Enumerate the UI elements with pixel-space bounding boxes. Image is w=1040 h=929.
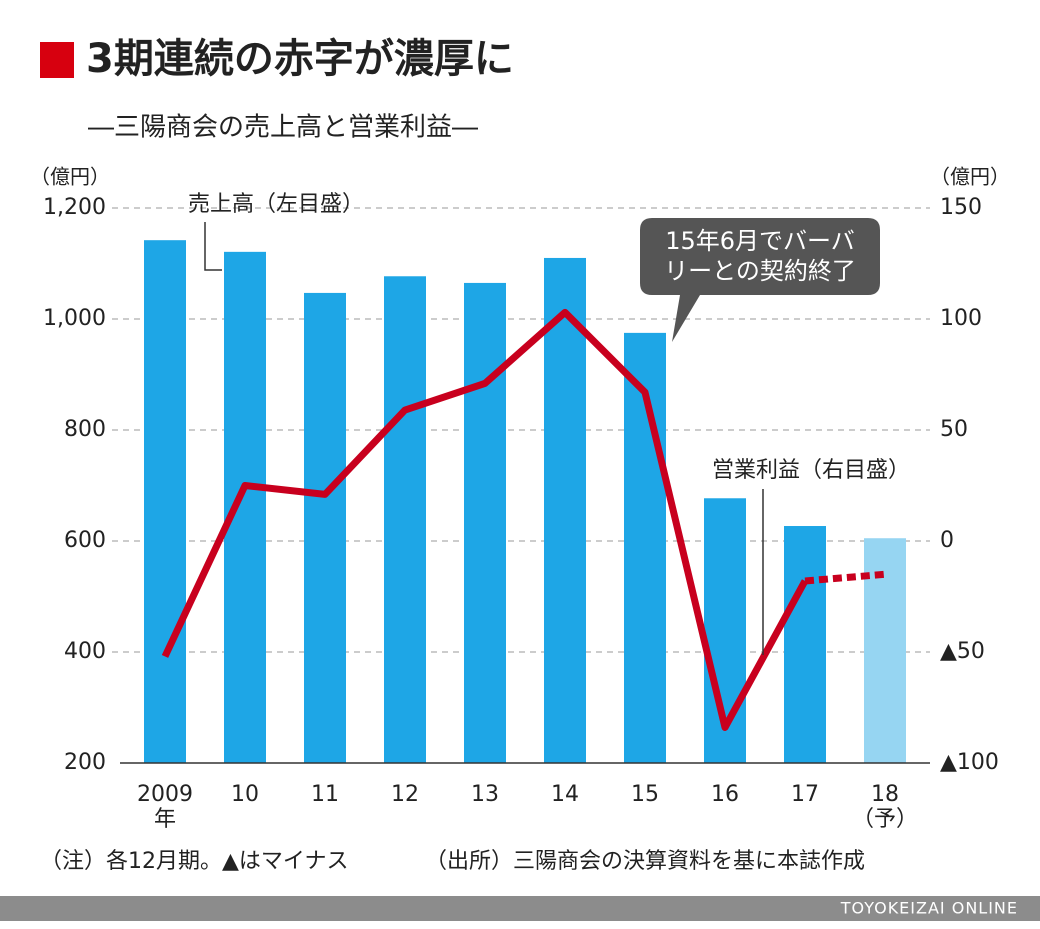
series-label: 営業利益（右目盛） — [712, 458, 910, 483]
y2-tick-label: 100 — [940, 306, 982, 331]
y-tick-label: 600 — [64, 528, 106, 553]
y-tick-label: 800 — [64, 417, 106, 442]
bar — [464, 282, 506, 763]
y2-tick-label: ▲50 — [940, 639, 985, 664]
y2-tick-label: 0 — [940, 528, 954, 553]
note: （注）各12月期。▲はマイナス — [40, 849, 348, 874]
chart-title: 3期連続の赤字が濃厚に — [86, 36, 514, 82]
y2-unit: （億円） — [930, 165, 1010, 189]
footer-bar — [0, 896, 1040, 921]
y2-tick-label: 50 — [940, 417, 968, 442]
bar — [784, 526, 826, 763]
chart-subtitle: ―三陽商会の売上高と営業利益― — [88, 113, 478, 143]
bar — [144, 240, 186, 763]
title-marker — [40, 42, 74, 78]
callout-box — [640, 218, 880, 342]
y2-tick-label: ▲100 — [940, 750, 999, 775]
bar — [304, 292, 346, 763]
x-tick-label: 14 — [551, 782, 579, 807]
y-tick-label: 200 — [64, 750, 106, 775]
x-tick-label: 11 — [311, 782, 339, 807]
x-tick-label: 17 — [791, 782, 819, 807]
y-tick-label: 1,200 — [43, 195, 106, 220]
credit: TOYOKEIZAI ONLINE — [840, 899, 1018, 918]
profit-line — [161, 308, 809, 731]
leader-line — [204, 222, 222, 271]
x-tick-label: 10 — [231, 782, 259, 807]
x-tick-label: 15 — [631, 782, 659, 807]
series-label: 売上高（左目盛） — [188, 192, 364, 217]
x-tick-sublabel: 年 — [154, 807, 176, 832]
x-tick-label: 13 — [471, 782, 499, 807]
bar — [224, 251, 266, 763]
x-tick-sublabel: （予） — [852, 807, 918, 832]
bar — [864, 538, 906, 763]
y-tick-label: 400 — [64, 639, 106, 664]
y-unit: （億円） — [30, 165, 110, 189]
x-tick-label: 16 — [711, 782, 739, 807]
callout-text: 15年6月でバーバ — [665, 227, 855, 255]
source: （出所）三陽商会の決算資料を基に本誌作成 — [425, 849, 865, 874]
x-tick-label: 12 — [391, 782, 419, 807]
y-tick-label: 1,000 — [43, 306, 106, 331]
callout-text: リーとの契約終了 — [664, 257, 856, 285]
x-tick-label: 2009 — [137, 782, 193, 807]
y2-tick-label: 150 — [940, 195, 982, 220]
bar — [544, 257, 586, 763]
bar — [384, 276, 426, 763]
x-tick-label: 18 — [871, 782, 899, 807]
